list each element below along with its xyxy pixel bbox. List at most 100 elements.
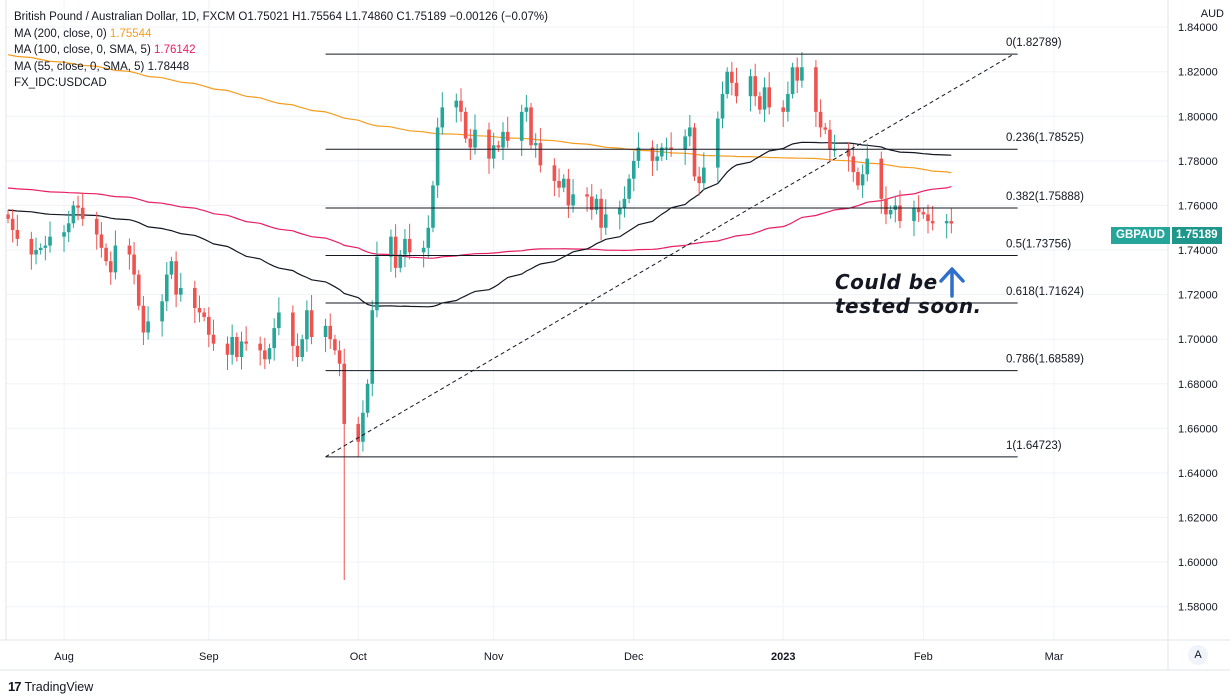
ma55-label: MA (55, close, 0, SMA, 5) xyxy=(14,60,145,73)
candle-body xyxy=(300,339,305,358)
candle-body xyxy=(916,207,921,213)
legend-high: 1.75564 xyxy=(300,11,342,23)
candle-body xyxy=(164,274,169,302)
candle-body xyxy=(80,207,85,219)
candle-body xyxy=(818,111,823,128)
candle-body xyxy=(529,107,533,146)
candle-body xyxy=(888,209,893,215)
candle-body xyxy=(930,221,935,224)
candle-body xyxy=(552,165,557,181)
candle-body xyxy=(800,67,804,81)
annotation-line-1: Could be xyxy=(835,270,938,294)
candle-body xyxy=(104,247,108,262)
legend-close: 1.75189 xyxy=(404,11,447,23)
candle-body xyxy=(263,350,267,360)
candle-body xyxy=(856,172,860,186)
fib-level-label: 0.618(1.71624) xyxy=(1006,286,1084,298)
candle-body xyxy=(361,412,365,442)
price-tag-symbol: GBPAUD xyxy=(1111,227,1170,244)
candle-body xyxy=(440,107,445,128)
candle-body xyxy=(758,96,762,110)
x-tick-label: Feb xyxy=(914,651,933,663)
current-price-tag: GBPAUD 1.75189 xyxy=(1111,227,1222,244)
legend-ma100-row[interactable]: MA (100, close, 0, SMA, 5) 1.76142 xyxy=(14,42,548,59)
compare-symbol: FX_IDC:USDCAD xyxy=(14,77,107,89)
ma55-line xyxy=(7,141,952,308)
candle-body xyxy=(239,341,244,358)
candle-body xyxy=(823,127,828,130)
candle-body xyxy=(846,149,851,157)
candle-body xyxy=(599,198,603,228)
chart-legend: British Pound / Australian Dollar, 1D, F… xyxy=(14,9,548,92)
candle-body xyxy=(683,136,687,150)
candle-body xyxy=(748,76,753,97)
candle-body xyxy=(48,236,52,246)
candle-body xyxy=(795,67,800,81)
candle-body xyxy=(258,343,262,351)
candle-body xyxy=(921,212,926,215)
candle-body xyxy=(328,325,333,340)
legend-close-label: C xyxy=(396,11,405,23)
candle-body xyxy=(505,131,510,141)
legend-open-label: O xyxy=(238,11,248,23)
candle-body xyxy=(375,256,379,311)
candle-body xyxy=(814,67,818,112)
candle-body xyxy=(193,287,197,309)
candle-body xyxy=(566,178,571,206)
candle-body xyxy=(898,205,902,222)
candle-body xyxy=(865,158,870,175)
candle-body xyxy=(538,143,543,166)
x-tick-label: Sep xyxy=(199,651,219,663)
candle-body xyxy=(94,218,99,235)
candle-body xyxy=(660,147,664,157)
candle-body xyxy=(589,196,594,210)
x-tick-label: Aug xyxy=(54,651,74,663)
candle-body xyxy=(851,156,856,173)
y-tick-label: 1.58000 xyxy=(1178,602,1218,614)
annotation-text[interactable]: Could be tested soon. xyxy=(835,270,982,318)
candle-body xyxy=(762,87,767,110)
candle-body xyxy=(398,254,403,268)
candle-body xyxy=(421,247,426,253)
candle-body xyxy=(333,339,337,351)
grid-lines xyxy=(6,0,1168,640)
candle-body xyxy=(524,107,529,112)
x-tick-label: Dec xyxy=(624,651,644,663)
candle-body xyxy=(370,310,375,384)
candle-body xyxy=(879,158,884,199)
candle-body xyxy=(571,194,575,206)
fib-level-label: 0.5(1.73756) xyxy=(1006,238,1071,250)
candle-body xyxy=(781,107,786,112)
candle-body xyxy=(767,87,772,108)
candle-body xyxy=(66,223,71,233)
candle-body xyxy=(6,214,10,219)
axis-currency: AUD xyxy=(1200,8,1224,20)
y-tick-label: 1.64000 xyxy=(1178,468,1218,480)
legend-compare-row[interactable]: FX_IDC:USDCAD xyxy=(14,75,548,92)
y-tick-label: 1.62000 xyxy=(1178,513,1218,525)
candle-body xyxy=(860,174,865,186)
candle-body xyxy=(473,129,477,148)
auto-scale-button[interactable]: A xyxy=(1188,645,1208,665)
legend-ma55-row[interactable]: MA (55, close, 0, SMA, 5) 1.78448 xyxy=(14,59,548,76)
legend-low: 1.74860 xyxy=(351,11,394,23)
legend-ma200-row[interactable]: MA (200, close, 0) 1.75544 xyxy=(14,26,548,43)
candle-body xyxy=(431,185,435,228)
candle-body xyxy=(617,207,622,215)
candle-body xyxy=(832,149,837,151)
brand-name: TradingView xyxy=(24,679,94,694)
candle-body xyxy=(688,127,692,137)
footer-brand[interactable]: 17 TradingView xyxy=(8,679,93,694)
candle-body xyxy=(533,143,538,146)
candle-body xyxy=(342,363,347,424)
ma55-value: 1.78448 xyxy=(147,60,190,73)
candle-body xyxy=(725,71,729,95)
fibonacci-retracement[interactable]: 0(1.82789) 0.236(1.78525) 0.382(1.75888) 0.… xyxy=(325,37,1085,458)
candle-body xyxy=(926,214,930,222)
candle-body xyxy=(141,305,146,333)
candle-body xyxy=(496,145,501,148)
candle-body xyxy=(435,127,440,186)
x-tick-label: 2023 xyxy=(771,651,795,663)
candle-body xyxy=(669,147,673,150)
